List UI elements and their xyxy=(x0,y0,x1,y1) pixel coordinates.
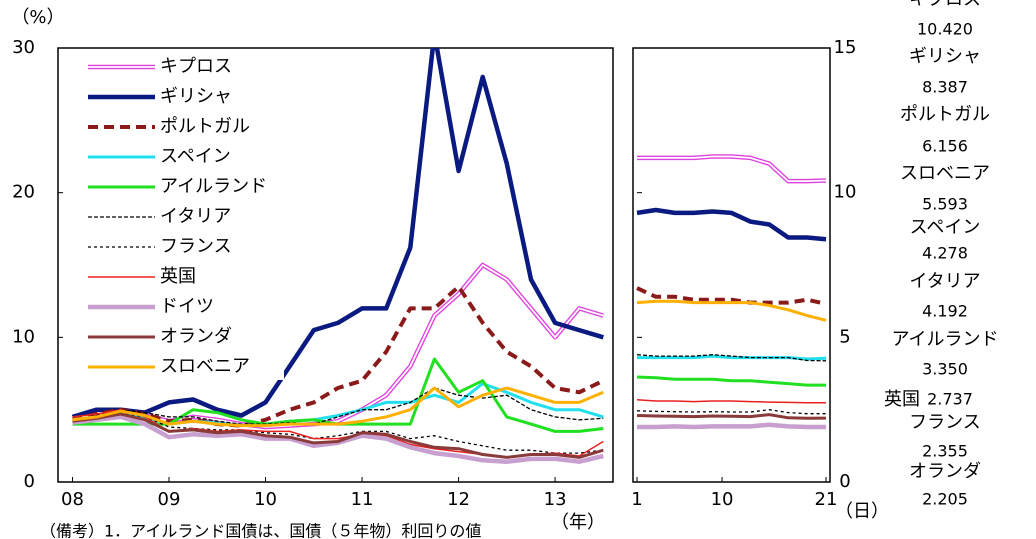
legend-label: スロベニア xyxy=(160,356,250,377)
x-unit-right: （日） xyxy=(835,501,889,522)
series-line xyxy=(637,354,827,361)
series-line xyxy=(637,422,826,430)
series-line xyxy=(636,207,827,242)
end-label-name: アイルランド xyxy=(891,329,998,350)
end-label-value: 3.350 xyxy=(922,360,968,379)
end-label-value: 2.205 xyxy=(922,490,968,509)
legend-label: フランス xyxy=(160,236,232,257)
x-tick-label: 11 xyxy=(351,489,374,510)
right-frame xyxy=(632,47,831,483)
end-label-name: ギリシャ xyxy=(909,46,981,67)
legend-label: キプロス xyxy=(160,56,232,77)
legend-label: アイルランド xyxy=(160,176,267,197)
x-tick-label: 08 xyxy=(61,489,84,510)
series-line xyxy=(72,386,604,428)
legend-label: オランダ xyxy=(160,326,232,347)
legend-label: ポルトガル xyxy=(160,116,250,137)
end-label-name: ポルトガル xyxy=(900,104,990,125)
y-tick-label: 10 xyxy=(12,326,35,347)
x-tick-label: 10 xyxy=(711,489,734,510)
x-tick-label: 21 xyxy=(815,489,838,510)
series-line xyxy=(637,154,827,184)
legend-bg xyxy=(84,234,284,260)
end-label-name: 英国 xyxy=(884,389,920,410)
x-tick-label: 10 xyxy=(254,489,277,510)
left-frame xyxy=(57,47,614,483)
series-line xyxy=(71,48,604,420)
series-line xyxy=(636,413,827,420)
series-line xyxy=(72,412,604,459)
legend-label: ドイツ xyxy=(160,296,214,317)
end-label-value: 6.156 xyxy=(922,137,968,156)
end-label-name: スペイン xyxy=(910,217,981,238)
y-tick-label: 0 xyxy=(839,471,850,492)
series-line xyxy=(636,375,826,387)
legend-bg xyxy=(84,114,284,140)
series-line xyxy=(636,354,827,362)
x-tick-label: 13 xyxy=(544,489,567,510)
y-tick-label: 10 xyxy=(834,182,857,203)
end-label-value: 2.737 xyxy=(927,390,973,409)
end-label-name: キプロス xyxy=(909,0,981,10)
end-label-value: 4.192 xyxy=(922,302,968,321)
end-label-name: スロベニア xyxy=(900,163,990,184)
y-unit: （%） xyxy=(11,7,64,28)
x-tick-label: 12 xyxy=(447,489,470,510)
legend-label: ギリシャ xyxy=(160,86,232,107)
end-label-name: フランス xyxy=(909,412,981,433)
end-label-value: 10.420 xyxy=(917,20,973,39)
end-label-value: 2.355 xyxy=(922,442,968,461)
legend-bg xyxy=(84,204,284,230)
y-tick-label: 5 xyxy=(839,326,850,347)
series-line xyxy=(636,399,826,404)
end-label-value: 4.278 xyxy=(922,244,968,263)
x-tick-label: 1 xyxy=(631,489,642,510)
series-line xyxy=(72,284,605,428)
series-line xyxy=(637,155,827,182)
legend-label: イタリア xyxy=(160,206,231,227)
end-label-value: 8.387 xyxy=(922,78,968,97)
end-label-name: オランダ xyxy=(909,461,981,482)
series-line xyxy=(636,409,826,415)
series-line xyxy=(636,299,827,322)
y-tick-label: 0 xyxy=(24,471,35,492)
y-tick-label: 30 xyxy=(12,37,35,58)
series-line xyxy=(636,286,827,306)
end-label-value: 5.593 xyxy=(922,195,968,214)
end-label-name: イタリア xyxy=(909,271,980,292)
series-line xyxy=(72,263,604,428)
y-tick-label: 20 xyxy=(12,182,35,203)
x-tick-label: 09 xyxy=(158,489,181,510)
legend-label: スペイン xyxy=(160,146,231,167)
series-line xyxy=(72,411,604,454)
legend-label: 英国 xyxy=(160,266,196,287)
x-unit: （年） xyxy=(551,512,605,533)
note: （備考）1．アイルランド国債は、国債（５年物）利回りの値 xyxy=(40,522,481,539)
y-tick-label: 15 xyxy=(834,37,857,58)
